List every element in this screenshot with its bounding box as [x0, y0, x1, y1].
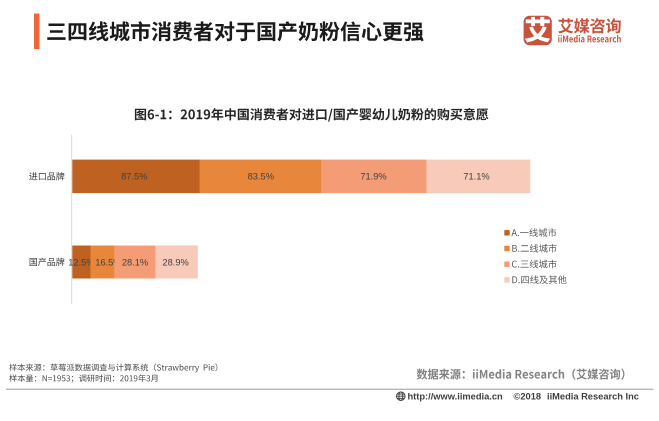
svg-text:83.5%: 83.5% — [248, 172, 274, 182]
svg-text:87.5%: 87.5% — [121, 172, 147, 182]
svg-text:iiMedia Research Inc: iiMedia Research Inc — [547, 392, 639, 402]
svg-text:©2018: ©2018 — [514, 392, 542, 402]
svg-text:16.5%: 16.5% — [95, 257, 121, 267]
svg-text:http://www.iimedia.cn: http://www.iimedia.cn — [408, 392, 504, 402]
svg-text:71.9%: 71.9% — [360, 172, 386, 182]
svg-text:28.1%: 28.1% — [122, 257, 148, 267]
svg-text:12.5%: 12.5% — [68, 257, 94, 267]
svg-text:28.9%: 28.9% — [162, 257, 188, 267]
svg-text:71.1%: 71.1% — [463, 172, 489, 182]
